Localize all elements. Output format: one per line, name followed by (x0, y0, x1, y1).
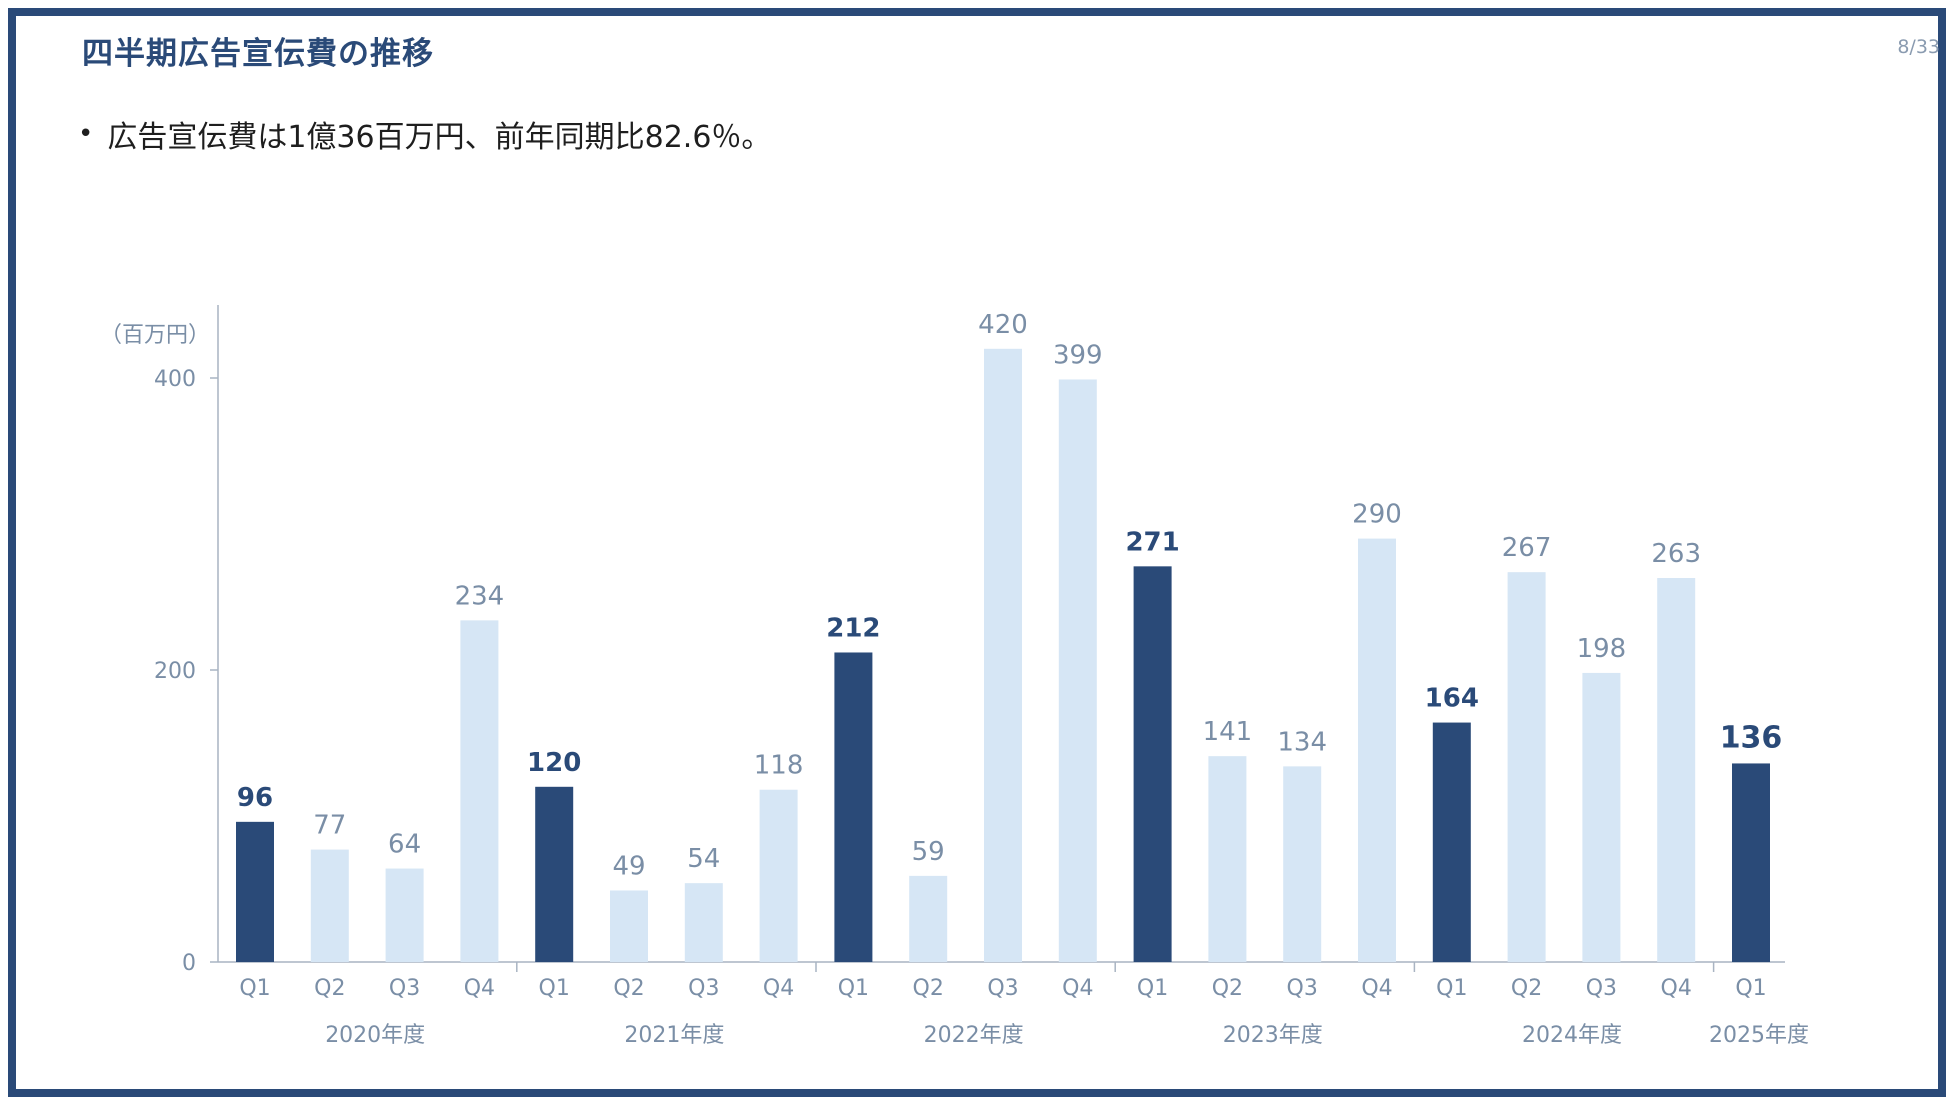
bar-value-label: 77 (313, 811, 346, 841)
bar-value-label: 118 (754, 751, 804, 781)
bar-value-label: 64 (388, 830, 421, 860)
y-tick-label: 400 (154, 367, 196, 392)
bar-value-label: 271 (1125, 527, 1179, 557)
bar-value-label: 120 (527, 748, 581, 778)
bar-value-label: 198 (1577, 634, 1627, 664)
y-tick-label: 0 (182, 951, 196, 976)
summary-bullet: • 広告宣伝費は1億36百万円、前年同期比82.6％。 (78, 112, 771, 156)
x-tick-label: Q1 (1735, 976, 1766, 1001)
bar (759, 789, 798, 962)
x-tick-label: Q2 (913, 976, 944, 1001)
bar-value-label: 54 (687, 844, 720, 874)
bar (236, 821, 274, 962)
bar (1208, 756, 1247, 962)
bar-value-label: 267 (1502, 533, 1552, 563)
fiscal-year-label: 2021年度 (624, 1023, 724, 1048)
bar-value-label: 59 (912, 837, 945, 867)
bar (535, 786, 574, 962)
x-tick-label: Q4 (464, 976, 495, 1001)
x-tick-label: Q2 (613, 976, 644, 1001)
x-tick-label: Q3 (987, 976, 1018, 1001)
bar-value-label: 212 (826, 613, 880, 643)
y-axis-unit-label: （百万円） (100, 323, 210, 348)
bar-value-label: 136 (1720, 720, 1783, 755)
bar-value-label: 290 (1352, 500, 1402, 530)
fiscal-year-label: 2020年度 (325, 1023, 425, 1048)
x-tick-label: Q4 (1661, 976, 1692, 1001)
page-title: 四半期広告宣伝費の推移 (82, 36, 434, 72)
summary-text: 広告宣伝費は1億36百万円、前年同期比82.6％。 (107, 120, 772, 155)
x-tick-label: Q2 (1511, 976, 1542, 1001)
bar (1732, 763, 1770, 962)
bar (1358, 538, 1396, 962)
x-tick-label: Q1 (1137, 976, 1168, 1001)
bar-value-label: 234 (455, 581, 505, 611)
bar (1283, 766, 1322, 962)
x-tick-label: Q3 (1287, 976, 1318, 1001)
bar (1507, 572, 1546, 962)
bar (834, 652, 873, 962)
x-tick-label: Q2 (1212, 976, 1243, 1001)
x-tick-label: Q4 (1361, 976, 1392, 1001)
x-tick-label: Q2 (314, 976, 345, 1001)
bar (984, 348, 1022, 962)
fiscal-year-label: 2022年度 (924, 1023, 1024, 1048)
bar-value-label: 420 (978, 310, 1028, 340)
y-tick-label: 200 (154, 659, 196, 684)
bar (1133, 566, 1172, 962)
bullet-dot-icon: • (78, 119, 94, 149)
bar-value-label: 96 (237, 783, 273, 813)
bar (684, 883, 723, 962)
page-number: 8/33 (1897, 36, 1940, 58)
bar-value-label: 49 (612, 851, 645, 881)
bar (460, 620, 499, 962)
x-tick-label: Q1 (1436, 976, 1467, 1001)
x-tick-label: Q1 (838, 976, 869, 1001)
bar (310, 849, 349, 962)
bar (385, 868, 424, 962)
fiscal-year-label: 2023年度 (1223, 1023, 1323, 1048)
x-tick-label: Q4 (763, 976, 794, 1001)
bar (1432, 722, 1471, 962)
x-tick-label: Q1 (239, 976, 270, 1001)
x-tick-label: Q3 (688, 976, 719, 1001)
bar (1657, 578, 1696, 962)
bar (610, 890, 648, 962)
x-tick-label: Q3 (1586, 976, 1617, 1001)
x-tick-label: Q4 (1062, 976, 1093, 1001)
bar-value-label: 263 (1651, 539, 1701, 569)
bar-value-label: 134 (1277, 727, 1327, 757)
bar (1582, 672, 1621, 962)
bar-value-label: 399 (1053, 340, 1103, 370)
bar (1058, 379, 1097, 963)
bar-value-label: 141 (1203, 717, 1253, 747)
x-tick-label: Q1 (539, 976, 570, 1001)
bar (909, 875, 948, 962)
fiscal-year-label: 2024年度 (1522, 1023, 1622, 1048)
fiscal-year-label: 2025年度 (1709, 1023, 1809, 1048)
x-tick-label: Q3 (389, 976, 420, 1001)
bar-value-label: 164 (1425, 684, 1479, 714)
